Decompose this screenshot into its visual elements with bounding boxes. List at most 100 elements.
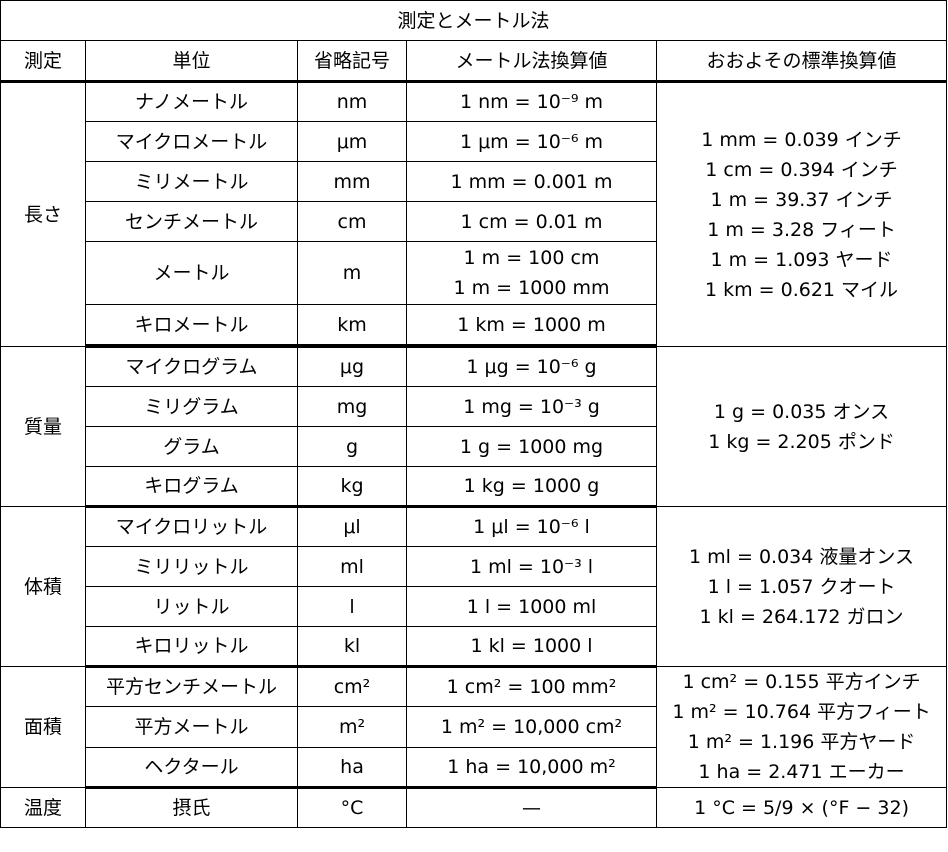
table-row: グラム g 1 g = 1000 mg [1, 426, 947, 467]
approx-line: 1 mm = 0.039 インチ [701, 128, 902, 151]
unit-name: ナノメートル [85, 81, 298, 122]
unit-name: マイクログラム [85, 346, 298, 387]
table-row: ヘクタール ha 1 ha = 10,000 m² [1, 746, 947, 790]
unit-name: キロリットル [85, 626, 298, 668]
unit-abbr: g [297, 426, 407, 467]
unit-abbr: nm [297, 81, 407, 122]
table-row: マイクロメートル μm 1 μm = 10⁻⁶ m [1, 121, 947, 162]
metric-conversion: 1 mm = 0.001 m [406, 161, 657, 202]
header-unit: 単位 [85, 40, 298, 83]
unit-abbr: kg [297, 466, 407, 508]
metric-conversion: 1 mg = 10⁻³ g [406, 386, 657, 427]
category-temperature: 温度 [0, 787, 86, 828]
unit-name: 平方メートル [85, 706, 298, 748]
unit-abbr: km [297, 304, 407, 345]
metric-conversion: 1 nm = 10⁻⁹ m [406, 81, 657, 122]
table-row: 質量 マイクログラム μg 1 μg = 10⁻⁶ g 1 g = 0.035 … [0, 346, 948, 507]
unit-abbr: m² [297, 706, 407, 748]
unit-name: キログラム [85, 466, 298, 508]
unit-name: ミリメートル [85, 161, 298, 202]
unit-abbr: m [297, 241, 407, 305]
header-metric: メートル法換算値 [406, 40, 657, 83]
table-row: ミリメートル mm 1 mm = 0.001 m [1, 161, 947, 202]
unit-name: リットル [85, 586, 298, 627]
table-row: リットル l 1 l = 1000 ml [1, 586, 947, 627]
approx-area: 1 cm² = 0.155 平方インチ 1 m² = 10.764 平方フィート… [655, 666, 948, 788]
unit-abbr: kl [297, 626, 407, 668]
metric-conversion: 1 km = 1000 m [406, 304, 657, 345]
approx-mass: 1 g = 0.035 オンス 1 kg = 2.205 ポンド [655, 346, 948, 507]
table-row: ミリグラム mg 1 mg = 10⁻³ g [1, 386, 947, 427]
approx-line: 1 kl = 264.172 ガロン [699, 605, 904, 628]
metric-conversion: 1 m = 100 cm 1 m = 1000 mm [406, 241, 657, 305]
approx-line: 1 m² = 10.764 平方フィート [672, 701, 931, 723]
header-measure: 測定 [0, 40, 86, 83]
metric-line: 1 m = 1000 mm [453, 277, 610, 299]
unit-abbr: °C [297, 787, 407, 828]
metric-conversion: 1 kg = 1000 g [406, 466, 657, 508]
conversion-table-container: 測定とメートル法 測定 単位 省略記号 メートル法換算値 おおよその標準換算値 … [0, 0, 948, 828]
metric-conversion: 1 μm = 10⁻⁶ m [406, 121, 657, 162]
unit-abbr: cm² [297, 665, 407, 708]
unit-abbr: μg [297, 346, 407, 387]
unit-abbr: ml [297, 546, 407, 587]
unit-abbr: l [297, 586, 407, 627]
approx-line: 1 m = 39.37 インチ [710, 188, 893, 211]
unit-name: センチメートル [85, 201, 298, 242]
metric-conversion: 1 l = 1000 ml [406, 586, 657, 627]
unit-abbr: cm [297, 201, 407, 242]
table-row: センチメートル cm 1 cm = 0.01 m [1, 201, 947, 242]
approx-line: 1 ha = 2.471 エーカー [698, 761, 905, 783]
category-length: 長さ [0, 81, 86, 347]
metric-conversion: 1 μl = 10⁻⁶ l [406, 506, 657, 547]
table-row: メートル m 1 m = 100 cm 1 m = 1000 mm [1, 241, 947, 305]
header-approx: おおよその標準換算値 [655, 40, 948, 83]
metric-conversion: — [406, 787, 657, 828]
metric-conversion: 1 ml = 10⁻³ l [406, 546, 657, 587]
approx-line: 1 g = 0.035 オンス [713, 400, 890, 423]
unit-name: マイクロリットル [85, 506, 298, 547]
unit-name: グラム [85, 426, 298, 467]
approx-line: 1 cm = 0.394 インチ [705, 158, 898, 181]
unit-name: マイクロメートル [85, 121, 298, 162]
table-row: 温度 摂氏 °C — 1 °C = 5/9 × (°F − 32) [0, 787, 948, 828]
category-area: 面積 [0, 666, 86, 788]
category-volume: 体積 [0, 506, 86, 667]
metric-conversion: 1 kl = 1000 l [406, 626, 657, 668]
unit-abbr: μm [297, 121, 407, 162]
category-mass: 質量 [0, 346, 86, 507]
unit-name: 摂氏 [85, 787, 298, 828]
table-row: キログラム kg 1 kg = 1000 g [1, 466, 947, 508]
header-abbr: 省略記号 [297, 40, 407, 83]
approx-temperature: 1 °C = 5/9 × (°F − 32) [655, 787, 948, 828]
approx-line: 1 l = 1.057 クオート [707, 575, 896, 598]
unit-name: キロメートル [85, 304, 298, 345]
table-row: キロリットル kl 1 kl = 1000 l [1, 626, 947, 668]
metric-conversion: 1 cm² = 100 mm² [406, 665, 657, 708]
table-row: 体積 マイクロリットル μl 1 μl = 10⁻⁶ l 1 ml = 0.03… [0, 506, 948, 667]
approx-line: 1 km = 0.621 マイル [704, 278, 899, 301]
unit-name: ミリリットル [85, 546, 298, 587]
table-title: 測定とメートル法 [0, 0, 948, 41]
approx-volume: 1 ml = 0.034 液量オンス 1 l = 1.057 クオート 1 kl… [655, 506, 948, 667]
table-row: ミリリットル ml 1 ml = 10⁻³ l [1, 546, 947, 587]
metric-conversion: 1 g = 1000 mg [406, 426, 657, 467]
unit-name: ヘクタール [85, 746, 298, 790]
metric-line: 1 m = 100 cm [463, 247, 600, 269]
approx-line: 1 kg = 2.205 ポンド [708, 430, 895, 453]
unit-name: ミリグラム [85, 386, 298, 427]
metric-conversion: 1 ha = 10,000 m² [406, 746, 657, 790]
approx-line: 1 m = 1.093 ヤード [710, 248, 893, 271]
metric-conversion: 1 m² = 10,000 cm² [406, 706, 657, 748]
approx-line: 1 cm² = 0.155 平方インチ [682, 671, 921, 693]
unit-name: 平方センチメートル [85, 665, 298, 708]
table-row: 平方メートル m² 1 m² = 10,000 cm² [1, 706, 947, 748]
table-row: 面積 平方センチメートル cm² 1 cm² = 100 mm² 1 cm² =… [0, 665, 948, 788]
metric-conversion: 1 μg = 10⁻⁶ g [406, 346, 657, 387]
approx-line: 1 ml = 0.034 液量オンス [689, 545, 915, 568]
unit-abbr: mm [297, 161, 407, 202]
approx-length: 1 mm = 0.039 インチ 1 cm = 0.394 インチ 1 m = … [655, 81, 948, 347]
metric-conversion: 1 cm = 0.01 m [406, 201, 657, 242]
conversion-table: 測定とメートル法 測定 単位 省略記号 メートル法換算値 おおよその標準換算値 … [0, 0, 948, 828]
unit-name: メートル [85, 241, 298, 305]
